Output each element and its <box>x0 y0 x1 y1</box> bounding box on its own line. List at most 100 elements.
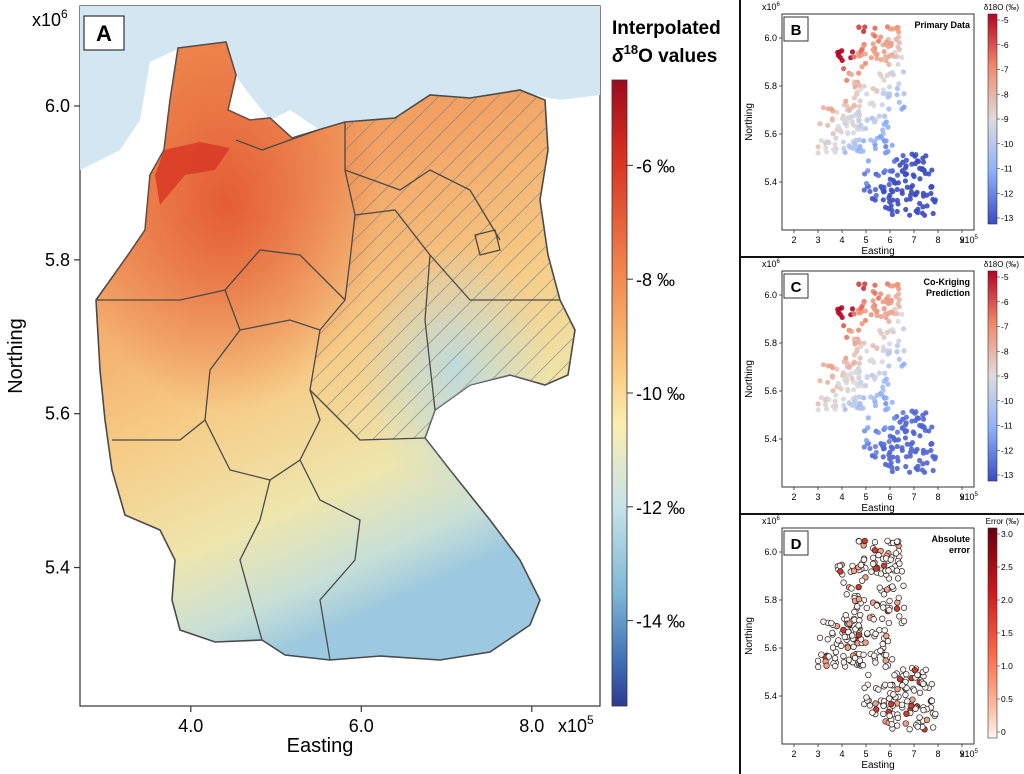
scatter-point <box>849 118 855 125</box>
scatter-point <box>886 84 893 90</box>
x-tick-label: 8 <box>935 749 940 759</box>
panel-label-box <box>783 530 809 556</box>
scatter-point <box>912 192 919 198</box>
scatter-point <box>873 51 879 58</box>
scatter-point <box>912 410 918 416</box>
scatter-point <box>854 89 860 96</box>
scatter-point <box>870 41 876 47</box>
scatter-point <box>886 93 892 99</box>
scatter-point <box>815 150 821 156</box>
scatter-point <box>858 577 866 584</box>
scatter-point <box>861 444 867 450</box>
scatter-point <box>830 131 836 137</box>
scatter-point <box>856 375 862 381</box>
scatter-point <box>825 653 832 660</box>
scatter-point <box>862 383 869 389</box>
scatter-point <box>920 193 927 199</box>
panel-c: 2 3 4 5 6 7 8 9 6.0 5.8 5.6 5.4 x105 x106 Easting North… <box>744 259 1019 514</box>
small-panel-frame <box>781 270 975 488</box>
small-colorbar-title: δ18O (‰) <box>984 260 1019 269</box>
scatter-point <box>907 196 913 202</box>
hatched-region <box>310 90 575 440</box>
small-colorbar-tick-label: 2.0 <box>1001 595 1013 605</box>
scatter-point <box>851 608 858 616</box>
scatter-point <box>880 710 887 717</box>
scatter-point <box>832 398 838 404</box>
scatter-point <box>880 197 886 203</box>
scatter-point <box>908 189 915 195</box>
scatter-point <box>856 327 862 333</box>
scatter-point <box>874 312 880 319</box>
scatter-point <box>860 405 866 411</box>
scatter-point <box>884 586 891 593</box>
scatter-point <box>857 400 863 407</box>
scatter-point <box>833 392 839 398</box>
scatter-point <box>838 386 844 392</box>
scatter-point <box>883 144 889 150</box>
scatter-point <box>843 98 849 104</box>
small-colorbar-tick-label: -5 <box>1001 272 1009 282</box>
scatter-point <box>903 463 909 470</box>
scatter-point <box>862 317 869 324</box>
colorbar-tick-label: -8 ‰ <box>636 270 675 290</box>
scatter-point <box>888 721 895 728</box>
scatter-point <box>883 119 889 125</box>
scatter-point <box>877 328 883 334</box>
x-tick-label: 4 <box>839 235 844 245</box>
scatter-point <box>888 700 895 708</box>
scatter-point <box>841 402 847 408</box>
scatter-point <box>882 681 889 688</box>
scatter-point <box>903 710 910 717</box>
scatter-point <box>851 103 858 109</box>
scatter-point <box>900 617 908 625</box>
scatter-point <box>855 538 863 545</box>
scatter-point <box>886 452 892 458</box>
scatter-point <box>861 684 868 692</box>
scatter-point <box>902 422 909 428</box>
scatter-point <box>894 349 900 355</box>
scatter-point <box>878 291 884 297</box>
scatter-point <box>902 720 909 727</box>
scatter-point <box>831 655 839 662</box>
scatter-point <box>911 430 917 437</box>
scatter-point <box>908 702 915 710</box>
small-colorbar-tick-label: -7 <box>1001 322 1009 332</box>
scatter-point <box>889 211 895 218</box>
scatter-point <box>873 308 879 315</box>
scatter-point <box>817 121 823 127</box>
x-tick-label: 3 <box>815 235 820 245</box>
scatter-point <box>917 433 923 439</box>
scatter-point <box>867 358 873 364</box>
scatter-point <box>846 620 853 627</box>
scatter-point <box>863 694 870 701</box>
scatter-point <box>932 454 938 460</box>
scatter-point <box>883 632 890 640</box>
y-tick-label: 5.8 <box>45 250 70 270</box>
scatter-point <box>924 460 930 466</box>
scatter-point <box>829 373 835 379</box>
scatter-point <box>840 579 847 586</box>
x-tick-label: 2 <box>791 492 796 502</box>
x-exponent: x105 <box>960 749 979 759</box>
scatter-point <box>904 441 910 447</box>
scatter-point <box>884 638 892 645</box>
panel-title-line2: Prediction <box>926 288 970 298</box>
scatter-point <box>920 159 927 165</box>
scatter-point <box>880 90 886 97</box>
x-tick-label: 5 <box>863 235 868 245</box>
scatter-point <box>870 298 876 304</box>
scatter-point <box>891 158 898 164</box>
scatter-point <box>840 323 847 329</box>
scatter-point <box>887 168 893 174</box>
scatter-point <box>862 60 869 67</box>
scatter-point <box>854 603 861 610</box>
scatter-point <box>900 152 906 159</box>
small-colorbar-tick-label: -6 <box>1001 40 1009 50</box>
y-tick-label: 6.0 <box>764 547 777 557</box>
scatter-point <box>856 360 862 366</box>
panel-d: 2 3 4 5 6 7 8 9 6.0 5.8 5.6 5.4 x105 x106 Easting North… <box>744 516 1019 771</box>
y-exponent: x106 <box>762 259 781 269</box>
y-tick-label: 6.0 <box>764 290 777 300</box>
x-tick-label: 9 <box>959 749 964 759</box>
